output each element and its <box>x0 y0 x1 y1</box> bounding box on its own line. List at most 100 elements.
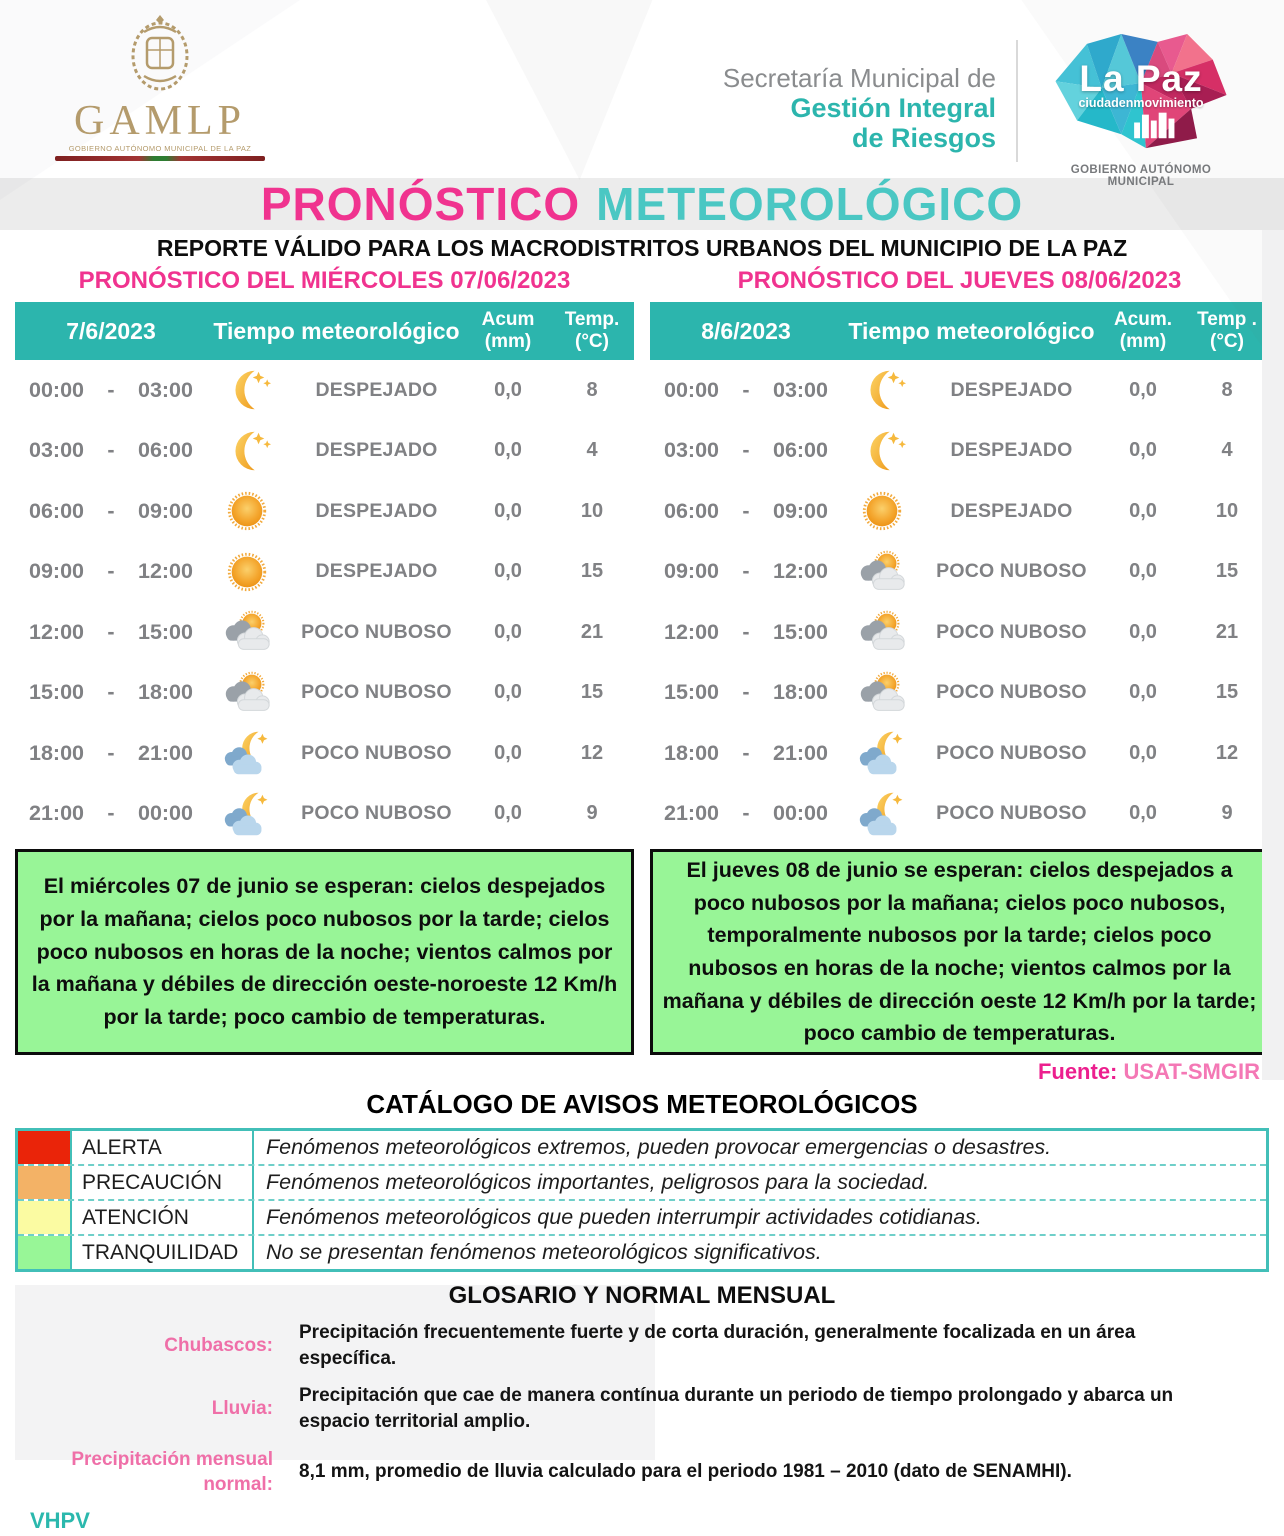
time-start: 21:00 <box>664 801 719 826</box>
column-header-acum: Acum. (mm) <box>1101 309 1185 353</box>
time-start: 12:00 <box>29 619 84 644</box>
level-name: ALERTA <box>70 1131 254 1164</box>
level-color-swatch <box>18 1166 70 1199</box>
time-range-cell: 00:00 - 03:00 <box>15 378 207 403</box>
main-title-part1: PRONÓSTICO <box>260 178 581 230</box>
sun-cloud-icon <box>207 670 287 716</box>
time-range-cell: 18:00 - 21:00 <box>15 741 207 766</box>
time-range-cell: 03:00 - 06:00 <box>650 438 842 463</box>
time-start: 12:00 <box>664 619 719 644</box>
forecast-row: 21:00 - 00:00 POCO NUBOSO 0,0 9 <box>650 784 1269 845</box>
level-description: No se presentan fenómenos meteorológicos… <box>266 1240 822 1264</box>
lapaz-caption: GOBIERNO AUTÓNOMO MUNICIPAL <box>1070 164 1212 188</box>
level-color-swatch <box>18 1236 70 1269</box>
header-divider <box>1016 40 1018 162</box>
time-separator: - <box>107 377 115 402</box>
time-separator: - <box>742 559 750 584</box>
acum-value: 0,0 <box>1129 439 1157 462</box>
time-separator: - <box>107 498 115 523</box>
time-end: 06:00 <box>772 438 828 463</box>
level-description: Fenómenos meteorológicos importantes, pe… <box>266 1170 930 1194</box>
forecast-row: 03:00 - 06:00 DESPEJADO 0,0 4 <box>15 421 634 482</box>
temp-value: 9 <box>586 802 598 825</box>
condition-label: DESPEJADO <box>315 378 438 401</box>
condition-label: POCO NUBOSO <box>936 741 1087 764</box>
condition-label: POCO NUBOSO <box>301 681 452 704</box>
time-start: 00:00 <box>664 377 719 402</box>
temp-value: 15 <box>1215 560 1239 583</box>
acum-value: 0,0 <box>494 741 522 764</box>
sun-cloud-icon <box>842 549 922 595</box>
time-end: 00:00 <box>137 801 193 826</box>
acum-unit: (mm) <box>1119 331 1167 352</box>
glossary-definition: 8,1 mm, promedio de lluvia calculado par… <box>299 1461 1072 1483</box>
temp-value: 4 <box>1221 439 1233 462</box>
column-header-date: 7/6/2023 <box>66 317 156 344</box>
temp-label: Temp. <box>564 309 620 331</box>
time-end: 18:00 <box>137 680 193 705</box>
lapaz-title: La Paz <box>1079 58 1203 99</box>
color-swatch <box>18 1236 70 1269</box>
temp-value: 4 <box>586 439 598 462</box>
temp-value: 10 <box>1215 499 1239 522</box>
acum-value: 0,0 <box>494 378 522 401</box>
temp-value: 12 <box>580 741 604 764</box>
color-swatch <box>18 1201 70 1234</box>
forecast-row: 09:00 - 12:00 DESPEJADO 0,0 15 <box>15 542 634 603</box>
time-range-cell: 21:00 - 00:00 <box>15 801 207 826</box>
forecast-row: 18:00 - 21:00 POCO NUBOSO 0,0 12 <box>650 723 1269 784</box>
moon-cloud-icon <box>207 790 287 838</box>
time-range-cell: 18:00 - 21:00 <box>650 741 842 766</box>
acum-value: 0,0 <box>1129 620 1157 643</box>
acum-value: 0,0 <box>494 439 522 462</box>
secretaria-line2: Gestión Integral <box>790 93 996 124</box>
moon-cloud-icon <box>842 729 922 777</box>
time-separator: - <box>107 801 115 826</box>
time-separator: - <box>107 438 115 463</box>
time-start: 15:00 <box>29 680 84 705</box>
acum-label: Acum. <box>1113 309 1173 331</box>
column-header-weather: Tiempo meteorológico <box>213 317 460 344</box>
source-value: USAT-SMGIR <box>1123 1059 1260 1084</box>
temp-value: 10 <box>580 499 604 522</box>
time-separator: - <box>742 680 750 705</box>
lapaz-subtitle: ciudadenmovimiento <box>1078 96 1204 110</box>
moon-stars-icon <box>207 366 287 414</box>
forecast-columns: PRONÓSTICO DEL MIÉRCOLES 07/06/2023 7/6/… <box>0 266 1284 1055</box>
temp-unit: (°C) <box>575 331 609 352</box>
acum-label: Acum <box>481 309 535 331</box>
color-swatch <box>18 1131 70 1164</box>
condition-label: POCO NUBOSO <box>301 741 452 764</box>
column-header-temp: Temp . (°C) <box>1185 309 1269 353</box>
forecast-row: 18:00 - 21:00 POCO NUBOSO 0,0 12 <box>15 723 634 784</box>
forecast-table-header: 7/6/2023 Tiempo meteorológico Acum (mm) … <box>15 302 634 360</box>
time-range-cell: 06:00 - 09:00 <box>15 499 207 524</box>
glossary-definition: Precipitación frecuentemente fuerte y de… <box>299 1322 1136 1369</box>
secretaria-line3: de Riesgos <box>851 123 996 154</box>
source-line: Fuente: USAT-SMGIR <box>0 1055 1284 1085</box>
time-range-cell: 03:00 - 06:00 <box>15 438 207 463</box>
forecast-section-thursday: PRONÓSTICO DEL JUEVES 08/06/2023 8/6/202… <box>650 266 1269 1055</box>
sun-icon <box>207 549 287 595</box>
glossary-grid: Chubascos: Precipitación frecuentemente … <box>15 1320 1269 1498</box>
level-color-swatch <box>18 1131 70 1164</box>
time-end: 09:00 <box>137 498 193 523</box>
time-separator: - <box>742 498 750 523</box>
forecast-row: 09:00 - 12:00 POCO NUBOSO 0,0 15 <box>650 542 1269 603</box>
acum-value: 0,0 <box>494 681 522 704</box>
time-end: 21:00 <box>137 740 193 765</box>
forecast-table-header: 8/6/2023 Tiempo meteorológico Acum. (mm)… <box>650 302 1269 360</box>
glossary-section: GLOSARIO Y NORMAL MENSUAL Chubascos: Pre… <box>15 1282 1269 1498</box>
condition-label: DESPEJADO <box>315 499 438 522</box>
forecast-table-body: 00:00 - 03:00 DESPEJADO 0,0 8 03:00 - 06… <box>15 360 634 844</box>
time-start: 15:00 <box>664 680 719 705</box>
moon-stars-icon <box>842 366 922 414</box>
moon-cloud-icon <box>207 729 287 777</box>
column-header-date: 8/6/2023 <box>701 317 791 344</box>
header-right: Secretaría Municipal de Gestión Integral… <box>722 34 1244 188</box>
forecast-row: 12:00 - 15:00 POCO NUBOSO 0,0 21 <box>15 602 634 663</box>
acum-value: 0,0 <box>494 560 522 583</box>
secretaria-line1: Secretaría Municipal de <box>722 63 996 93</box>
main-title-part2: METEOROLÓGICO <box>596 178 1024 230</box>
